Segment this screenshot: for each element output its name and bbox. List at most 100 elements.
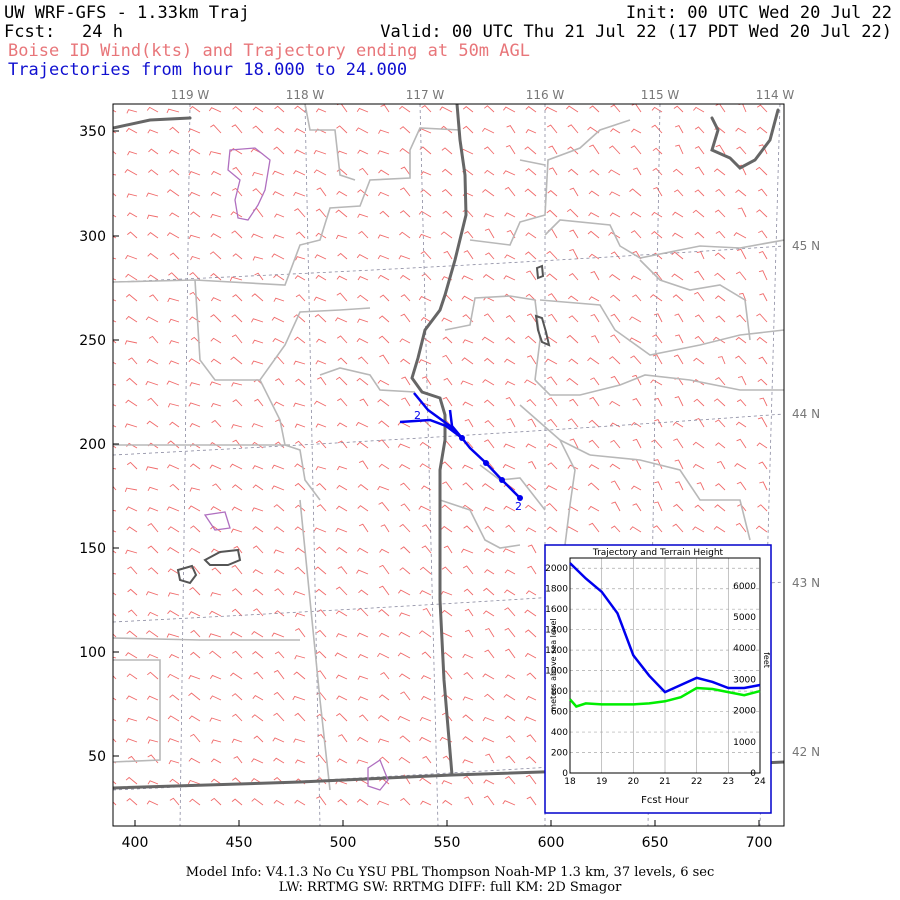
wind-barb — [715, 315, 726, 323]
wind-barb — [442, 396, 453, 407]
wind-barb — [146, 695, 159, 701]
wind-barb — [440, 590, 453, 596]
wind-barb — [232, 439, 243, 449]
wind-barb — [418, 210, 432, 218]
wind-barb — [610, 375, 621, 386]
wind-barb — [124, 340, 138, 345]
wind-barb — [567, 146, 579, 155]
wind-barb — [463, 775, 474, 785]
wind-barb — [651, 231, 663, 239]
wind-barb — [419, 441, 432, 449]
wind-barb — [694, 417, 705, 428]
wind-barb — [275, 378, 285, 386]
wind-barb — [397, 715, 411, 722]
wind-barb — [378, 129, 390, 134]
oregon-idaho-border — [410, 104, 468, 777]
wind-barb — [335, 527, 348, 533]
wind-barb — [756, 104, 768, 113]
wind-barb — [167, 526, 180, 533]
wind-barb — [525, 504, 537, 512]
wind-barb — [735, 271, 747, 281]
wind-barb — [210, 797, 222, 806]
wind-barb — [462, 714, 474, 722]
wind-barb — [315, 754, 327, 764]
wind-barb — [483, 213, 495, 218]
wind-barb — [209, 717, 222, 722]
wind-barb — [314, 566, 327, 575]
wind-barb — [502, 548, 516, 554]
wind-barb — [590, 377, 600, 386]
wind-barb — [484, 228, 495, 239]
wind-barb — [189, 587, 201, 596]
wind-barb — [461, 295, 474, 302]
wind-barb — [167, 673, 180, 680]
wind-barb — [692, 526, 705, 533]
wind-barb — [315, 440, 327, 449]
wind-barb — [714, 295, 726, 302]
wind-barb — [336, 695, 348, 701]
wind-barb — [587, 357, 600, 365]
wind-barb — [484, 169, 495, 176]
wind-barb — [272, 234, 285, 239]
wind-barb — [357, 505, 369, 512]
wind-barb — [314, 314, 327, 323]
wind-barb — [671, 251, 684, 260]
wind-barb — [401, 376, 411, 386]
wind-barb — [113, 109, 117, 113]
wind-barb — [674, 334, 684, 344]
wind-barb — [147, 671, 159, 680]
wind-barb — [610, 439, 621, 449]
wind-barb — [252, 545, 264, 554]
wind-barb — [589, 169, 600, 176]
wind-barb — [526, 313, 537, 323]
wind-barb — [611, 501, 621, 512]
wind-barb — [232, 588, 243, 596]
washington-border — [113, 116, 192, 130]
wind-barb — [629, 526, 642, 533]
wind-barb — [147, 780, 159, 785]
y-tick-label: 200 — [79, 437, 106, 453]
wind-barb — [147, 754, 159, 764]
wind-barb — [209, 610, 222, 617]
wind-barb — [315, 208, 327, 218]
wind-barb — [462, 759, 474, 764]
wind-barb — [254, 272, 264, 281]
wind-barb — [274, 610, 285, 617]
wind-barb — [443, 545, 453, 554]
wind-barb — [546, 250, 558, 260]
wind-barb — [398, 255, 411, 260]
wind-barb — [210, 337, 222, 344]
wind-barb — [316, 504, 327, 512]
wind-barb — [526, 355, 537, 365]
wind-barb — [756, 209, 768, 218]
wind-barb — [505, 735, 516, 743]
wind-barb — [484, 627, 495, 638]
wind-barb — [735, 189, 747, 197]
wind-barb — [252, 171, 264, 177]
wind-barb — [610, 128, 621, 134]
wind-barb — [167, 403, 180, 408]
wind-barb — [503, 275, 516, 281]
wind-barb — [567, 295, 579, 302]
wind-barb — [126, 717, 138, 723]
wind-barb — [503, 170, 516, 176]
wind-barb — [675, 481, 684, 491]
wind-barb — [400, 797, 411, 806]
wind-barb — [589, 396, 600, 407]
wind-barb — [462, 482, 474, 491]
wind-barb — [462, 464, 474, 470]
wind-barb — [399, 523, 411, 533]
wind-barb — [464, 796, 474, 806]
wind-barb — [189, 316, 201, 323]
wind-barb — [125, 506, 138, 512]
wind-barb — [630, 275, 642, 281]
y-axis-labels: 350 300 250 200 150 100 50 — [79, 124, 106, 765]
wind-barb — [587, 482, 600, 491]
wind-barb — [524, 188, 537, 197]
wind-barb — [113, 192, 117, 197]
wind-barb — [462, 125, 474, 134]
wind-barb — [671, 273, 684, 281]
wind-barb — [337, 798, 348, 806]
wind-barb — [274, 419, 285, 428]
